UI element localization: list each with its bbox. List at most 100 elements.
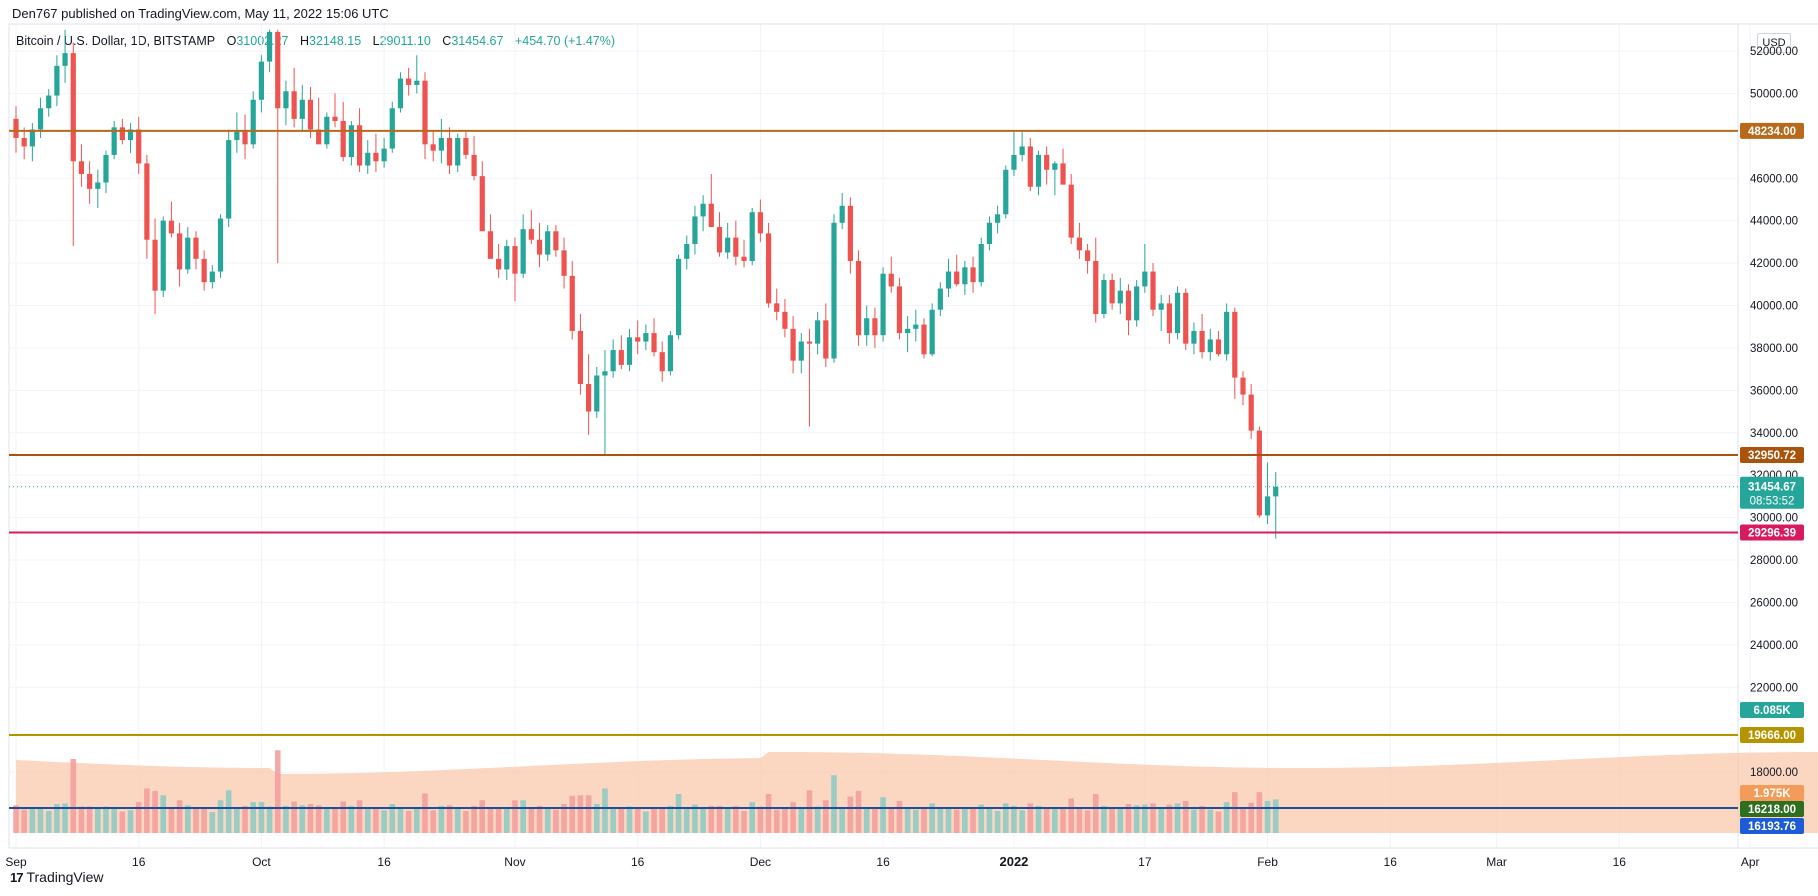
candle-body (978, 243, 984, 283)
volume-bar (356, 800, 363, 833)
volume-level-low-badge: 16218.00 (1740, 801, 1804, 817)
volume-bar (708, 805, 715, 833)
volume-bar (921, 807, 927, 833)
volume-bar (773, 809, 780, 833)
volume-bar (692, 804, 698, 833)
volume-bar (62, 803, 68, 833)
candle-body (913, 324, 919, 329)
candle-body (397, 78, 404, 109)
candle-body (1019, 146, 1025, 155)
price-tick-label: 34000.00 (1750, 428, 1798, 440)
candle-body (864, 318, 870, 336)
brand-name: TradingView (26, 869, 104, 885)
candle-body (438, 137, 444, 151)
time-axis: Sep16Oct16Nov16Dec16202217Feb16Mar16Apr1… (5, 854, 1759, 869)
candle-body (1256, 430, 1262, 516)
price-tick-label: 42000.00 (1750, 258, 1798, 270)
symbol-name[interactable]: Bitcoin / U.S. Dollar, 1D, BITSTAMP (16, 34, 216, 48)
candle-body (1117, 290, 1123, 304)
time-tick-label: 16 (1613, 855, 1627, 869)
volume-bar (479, 800, 486, 833)
volume-bar (593, 804, 600, 833)
candle-body (21, 137, 27, 147)
price-tick-label: 24000.00 (1750, 640, 1798, 652)
candle-body (283, 91, 289, 109)
candle-body (602, 371, 608, 376)
volume-bar (495, 809, 502, 833)
candle-body (896, 286, 903, 334)
volume-bar (1035, 805, 1042, 833)
candle-body (692, 216, 698, 244)
candle-body (87, 174, 93, 189)
candle-body (348, 125, 354, 158)
tradingview-brand[interactable]: 17 TradingView (10, 869, 104, 885)
candle-body (725, 237, 731, 253)
volume-bar (528, 809, 535, 833)
candle-body (815, 320, 821, 344)
candle-body (577, 330, 584, 384)
volume-bar (373, 807, 379, 833)
volume-bar (1027, 803, 1034, 833)
candle-body (1068, 184, 1074, 238)
price-levels (9, 129, 1738, 809)
candle-body (316, 129, 322, 145)
volume-bar (602, 788, 608, 833)
volume-bar (332, 809, 338, 833)
candle-body (774, 303, 780, 312)
volume-bar (798, 807, 805, 833)
volume-bar (561, 804, 567, 833)
candle-body (954, 271, 960, 285)
volume-bar (364, 809, 371, 833)
candle-body (1166, 303, 1172, 334)
volume-bar (1109, 808, 1115, 833)
candle-body (422, 80, 428, 145)
candle-body (586, 383, 592, 412)
candle-body (119, 127, 125, 141)
candle-body (594, 375, 600, 412)
candle-body (1076, 237, 1082, 251)
candle-body (512, 246, 518, 274)
currency-button[interactable]: USD (1757, 33, 1791, 53)
price-tick-label: 40000.00 (1750, 301, 1798, 313)
volume-bar (782, 807, 788, 833)
volume-bar (1043, 807, 1050, 833)
candle-body (446, 137, 453, 166)
volume-bar (765, 794, 772, 833)
volume-bars (13, 750, 1818, 833)
candle-body (209, 271, 215, 283)
candle-body (1084, 250, 1091, 261)
volume-bar (430, 810, 436, 833)
candle-body (905, 328, 911, 334)
candle-body (1191, 330, 1197, 344)
volume-bar (1019, 810, 1025, 833)
time-tick-label: 2022 (999, 854, 1028, 869)
time-tick-label: Mar (1486, 855, 1507, 869)
volume-bar (54, 804, 60, 833)
volume-bar (569, 795, 576, 833)
time-tick-label: 16 (1384, 855, 1398, 869)
candle-body (970, 267, 976, 283)
volume-bar (716, 805, 723, 833)
price-tick-label: 46000.00 (1750, 173, 1798, 185)
candle-body (487, 231, 494, 259)
candle-body (635, 337, 641, 342)
candle-body (471, 154, 477, 177)
candle-body (406, 78, 412, 85)
high-value: 32148.15 (309, 34, 362, 48)
candle-body (929, 309, 935, 355)
volume-bar (749, 802, 755, 833)
candle-body (659, 352, 665, 372)
volume-bar (634, 809, 641, 833)
volume-bar (855, 790, 862, 833)
candle-body (168, 220, 175, 234)
candle-body (177, 233, 183, 270)
volume-bar (1232, 792, 1238, 833)
volume-bar (724, 808, 731, 833)
volume-bar (888, 808, 895, 833)
volume-bar (929, 803, 935, 833)
price-tick-label: 22000.00 (1750, 682, 1798, 694)
volume-bar (176, 800, 183, 833)
candle-body (414, 80, 420, 85)
volume-bar (1248, 802, 1254, 833)
